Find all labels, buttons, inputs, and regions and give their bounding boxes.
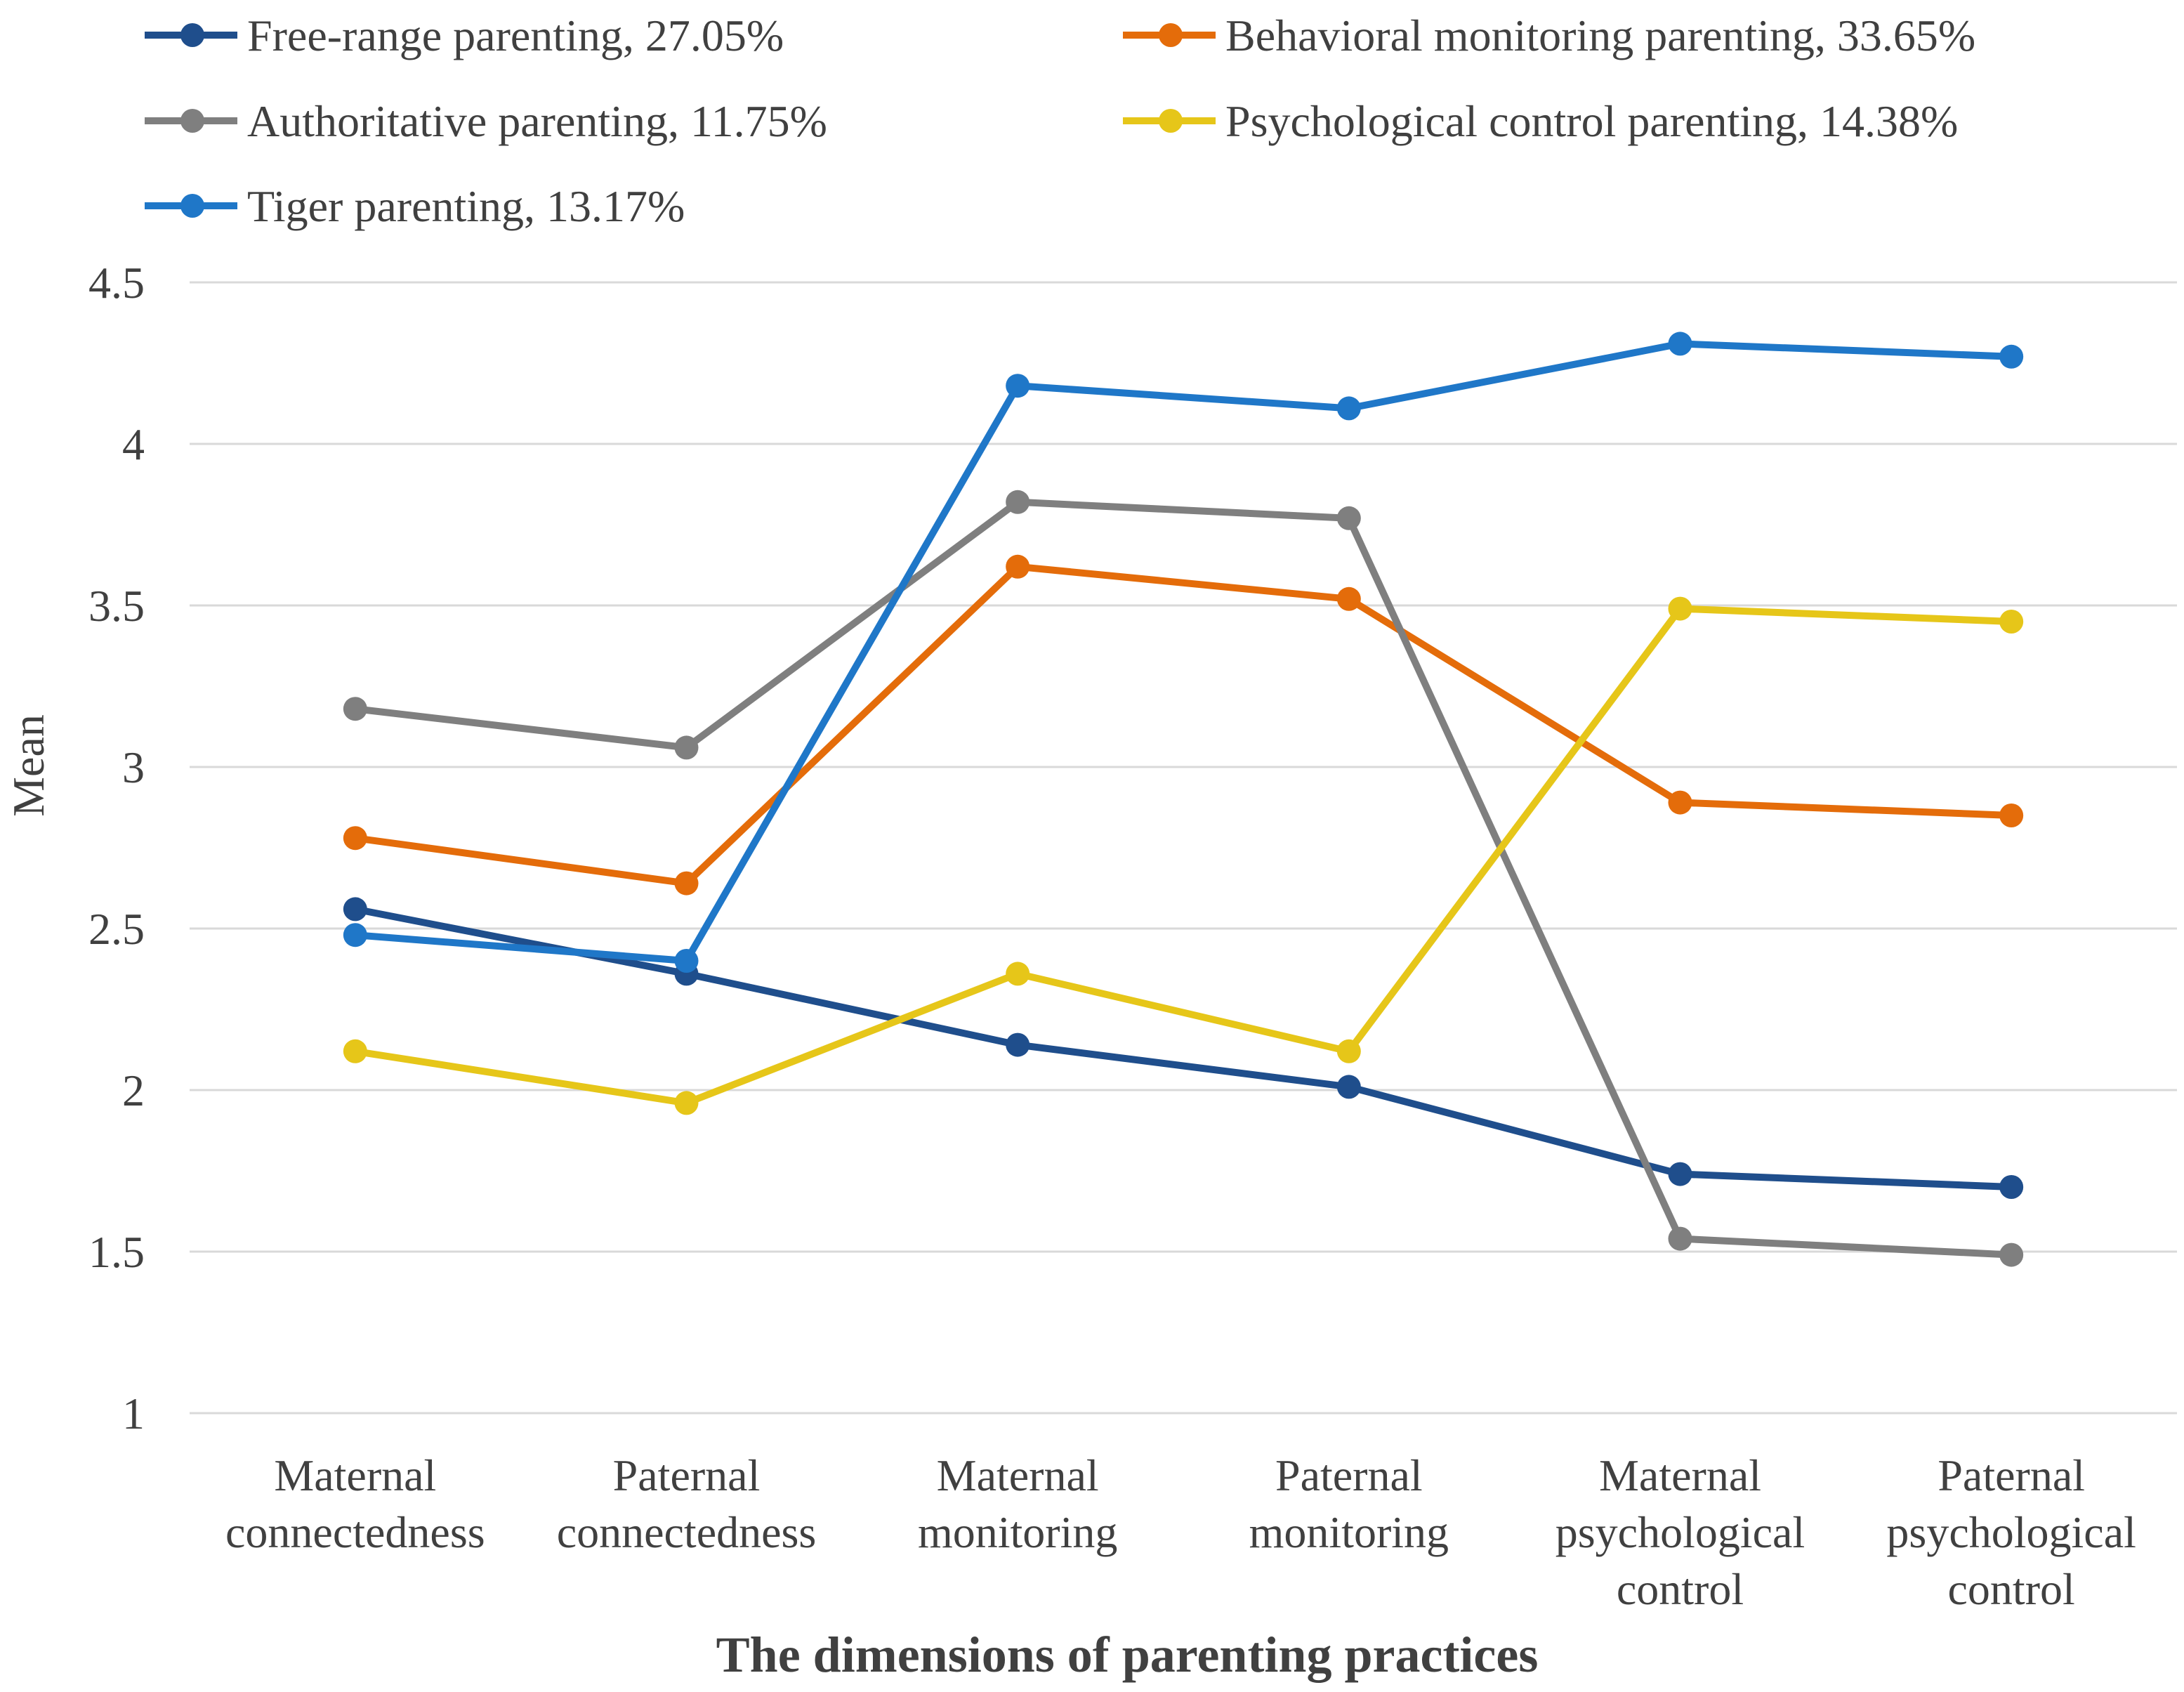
- series-1: [343, 554, 2024, 896]
- data-point: [1999, 1242, 2024, 1267]
- x-tick-label-line: psychological: [1886, 1507, 2136, 1557]
- data-point: [1668, 596, 1692, 621]
- data-point: [343, 1039, 367, 1063]
- data-point: [1006, 374, 1030, 398]
- y-tick-label: 2: [122, 1065, 145, 1115]
- y-tick-label: 3: [122, 742, 145, 792]
- x-tick-label-line: monitoring: [918, 1507, 1117, 1557]
- data-point: [343, 697, 367, 721]
- y-axis-ticks: 4.5 4 3.5 3 2.5 2 1.5 1: [88, 258, 145, 1438]
- data-point: [1336, 1039, 1361, 1063]
- legend-item: Authoritative parenting, 11.75%: [145, 96, 827, 146]
- series-line: [354, 905, 2012, 1191]
- legend-item: Psychological control parenting, 14.38%: [1123, 96, 1958, 146]
- legend-swatch-marker: [180, 109, 204, 133]
- data-point: [674, 1091, 699, 1115]
- x-tick-label-line: connectedness: [225, 1507, 485, 1557]
- y-tick-label: 1: [122, 1389, 145, 1438]
- data-point: [1999, 1175, 2024, 1199]
- data-point: [1006, 554, 1030, 579]
- series-lines: [343, 332, 2024, 1267]
- series-0: [343, 897, 2024, 1199]
- legend-label: Behavioral monitoring parenting, 33.65%: [1225, 11, 1975, 60]
- series-line: [355, 605, 2012, 1107]
- series-3: [343, 596, 2024, 1115]
- series-line: [355, 340, 2012, 964]
- x-tick-label-line: control: [1617, 1564, 1744, 1614]
- data-point: [1336, 1075, 1361, 1099]
- series-line: [355, 563, 2012, 887]
- data-point: [1336, 396, 1361, 421]
- legend-label: Authoritative parenting, 11.75%: [247, 96, 827, 146]
- data-point: [1006, 962, 1030, 986]
- x-tick-label: Maternal psychological control: [1555, 1450, 1805, 1614]
- y-tick-label: 4: [122, 419, 145, 469]
- x-tick-label-line: control: [1948, 1564, 2075, 1614]
- x-tick-label: Paternal psychological control: [1886, 1450, 2136, 1614]
- series-line: [355, 498, 2012, 1259]
- data-point: [343, 923, 367, 947]
- x-tick-label-line: Maternal: [937, 1450, 1099, 1500]
- x-axis-label: The dimensions of parenting practices: [716, 1627, 1539, 1683]
- legend-label: Tiger parenting, 13.17%: [247, 181, 685, 231]
- data-point: [674, 949, 699, 973]
- y-tick-label: 1.5: [88, 1227, 145, 1277]
- data-point: [1336, 586, 1361, 611]
- y-axis-label: Mean: [4, 714, 53, 817]
- x-tick-label-line: Maternal: [274, 1450, 436, 1500]
- data-point: [1668, 1226, 1692, 1251]
- gridlines: [190, 281, 2177, 1415]
- data-point: [1999, 344, 2024, 369]
- data-point: [1336, 506, 1361, 530]
- data-point: [1668, 1162, 1692, 1186]
- legend-swatch-marker: [1159, 109, 1183, 133]
- data-point: [1999, 610, 2024, 634]
- x-axis-ticks: Maternal connectedness Paternal connectedne…: [225, 1450, 2136, 1614]
- legend-item: Free-range parenting, 27.05%: [145, 11, 784, 60]
- series-2: [343, 490, 2024, 1267]
- x-tick-label: Paternal monitoring: [1249, 1450, 1449, 1557]
- data-point: [1006, 490, 1030, 514]
- y-tick-label: 4.5: [88, 258, 145, 308]
- x-tick-label-line: connectedness: [557, 1507, 817, 1557]
- data-point: [674, 871, 699, 896]
- y-tick-label: 2.5: [88, 904, 145, 954]
- x-tick-label-line: Paternal: [1275, 1450, 1423, 1500]
- data-point: [1006, 1032, 1030, 1057]
- x-tick-label-line: Paternal: [613, 1450, 761, 1500]
- y-tick-label: 3.5: [88, 581, 145, 631]
- data-point: [1668, 332, 1692, 356]
- legend-item: Tiger parenting, 13.17%: [145, 181, 685, 231]
- x-tick-label-line: psychological: [1555, 1507, 1805, 1557]
- data-point: [674, 735, 699, 760]
- data-point: [343, 897, 367, 922]
- x-tick-label: Maternal monitoring: [918, 1450, 1117, 1557]
- legend-swatch-marker: [180, 23, 204, 47]
- data-point: [1668, 790, 1692, 815]
- legend-item: Behavioral monitoring parenting, 33.65%: [1123, 11, 1975, 60]
- legend-label: Free-range parenting, 27.05%: [247, 11, 784, 60]
- legend-swatch-marker: [1159, 23, 1183, 47]
- x-tick-label: Paternal connectedness: [557, 1450, 817, 1557]
- data-point: [1999, 804, 2024, 827]
- x-tick-label-line: Maternal: [1599, 1450, 1761, 1500]
- x-tick-label-line: monitoring: [1249, 1507, 1449, 1557]
- x-tick-label: Maternal connectedness: [225, 1450, 485, 1557]
- data-point: [343, 826, 367, 851]
- legend-label: Psychological control parenting, 14.38%: [1225, 96, 1958, 146]
- x-tick-label-line: Paternal: [1938, 1450, 2085, 1500]
- legend: Free-range parenting, 27.05% Behavioral m…: [145, 11, 1975, 231]
- legend-swatch-marker: [180, 194, 204, 218]
- series-4: [343, 332, 2024, 973]
